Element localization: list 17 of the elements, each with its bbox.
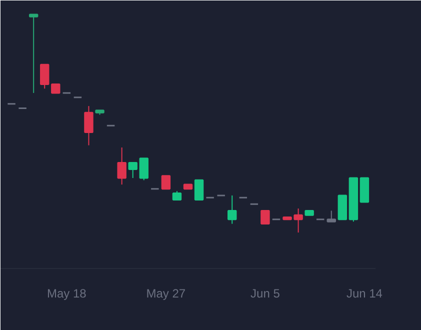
candlestick bbox=[360, 177, 370, 203]
candlestick bbox=[338, 194, 348, 220]
candlestick bbox=[326, 210, 336, 222]
candlestick bbox=[84, 106, 94, 146]
x-tick-label: May 18 bbox=[47, 286, 87, 300]
x-tick-label: Jun 14 bbox=[346, 286, 383, 300]
candlestick bbox=[28, 14, 38, 94]
candlestick bbox=[194, 179, 204, 201]
candlestick bbox=[228, 194, 237, 224]
x-tick-label: May 27 bbox=[146, 286, 186, 300]
candlestick bbox=[161, 175, 171, 190]
candlestick bbox=[117, 146, 126, 186]
candlestick bbox=[139, 158, 148, 181]
candlestick bbox=[260, 210, 270, 225]
candlestick bbox=[128, 162, 138, 179]
x-tick-label: Jun 5 bbox=[250, 286, 280, 300]
candlestick bbox=[40, 64, 50, 90]
